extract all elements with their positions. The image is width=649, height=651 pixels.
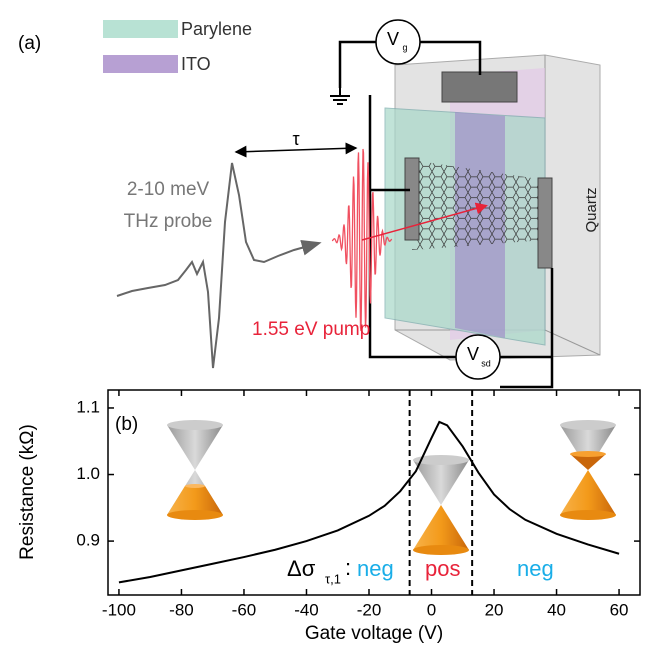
sd-symbol: V: [467, 344, 479, 364]
ground: [330, 88, 350, 105]
annotation-symbol: Δσ: [287, 556, 316, 581]
x-tick-label: -20: [357, 600, 382, 619]
x-tick-label: -60: [232, 600, 257, 619]
delay-arrow: [234, 142, 358, 158]
sd-sub: sd: [481, 358, 491, 368]
legend-swatch: [103, 55, 178, 73]
sd-source: [455, 334, 501, 380]
y-tick-label: 0.9: [76, 531, 100, 550]
wire: [338, 40, 554, 389]
x-tick-label: 60: [610, 600, 629, 619]
legend-label: Parylene: [181, 19, 252, 39]
gate-sub: g: [402, 42, 407, 52]
region-label: neg: [357, 556, 394, 581]
y-tick-label: 1.0: [76, 464, 100, 483]
thz-probe-pulse: [116, 162, 322, 369]
legend-label: ITO: [181, 54, 211, 74]
electrode: [404, 157, 420, 241]
region-label: pos: [425, 556, 460, 581]
x-tick-label: 0: [427, 600, 436, 619]
gate-electrode: [441, 71, 518, 103]
panel-label: (a): [18, 33, 41, 54]
substrate-label: Quartz: [583, 187, 600, 232]
x-tick-label: -80: [169, 600, 194, 619]
annotation-sub: τ,1: [325, 571, 341, 586]
x-tick-label: 40: [547, 600, 566, 619]
region-label: neg: [517, 556, 554, 581]
x-tick-label: -40: [294, 600, 319, 619]
plot-frame: [107, 389, 641, 596]
x-tick-label: 20: [485, 600, 504, 619]
gate-source: [375, 19, 421, 65]
annotation-colon: :: [345, 555, 351, 580]
dirac-cone: [560, 420, 616, 520]
probe-label: 2-10 meV: [127, 179, 210, 200]
x-axis-label: Gate voltage (V): [305, 623, 443, 644]
panel-a: (a) Parylene ITO Quartz V g V sd τ 2-10 …: [18, 19, 601, 389]
data-line: [118, 420, 620, 584]
pump-arrow: [361, 202, 488, 241]
y-axis-label: Resistance (kΩ): [17, 424, 38, 560]
panel-b: (b) Gate voltage (V) Resistance (kΩ) Δσ …: [17, 389, 641, 644]
pump-label: 1.55 eV pump: [252, 319, 370, 340]
dirac-cone: [413, 455, 469, 555]
dirac-cone: [167, 420, 223, 520]
gate-symbol: V: [387, 29, 399, 49]
delay-label: τ: [292, 129, 299, 149]
electrode: [537, 177, 553, 269]
legend-swatch: [103, 20, 178, 38]
y-tick-label: 1.1: [76, 397, 100, 416]
x-tick-label: -100: [102, 600, 136, 619]
probe-label: THz probe: [124, 211, 213, 232]
panel-label: (b): [115, 414, 138, 435]
